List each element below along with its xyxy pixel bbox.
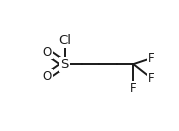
Text: O: O xyxy=(43,70,52,83)
Text: F: F xyxy=(130,82,137,95)
Text: F: F xyxy=(148,72,155,85)
Text: S: S xyxy=(61,58,69,71)
Text: O: O xyxy=(43,46,52,59)
Text: Cl: Cl xyxy=(58,34,71,47)
Text: F: F xyxy=(148,52,155,65)
